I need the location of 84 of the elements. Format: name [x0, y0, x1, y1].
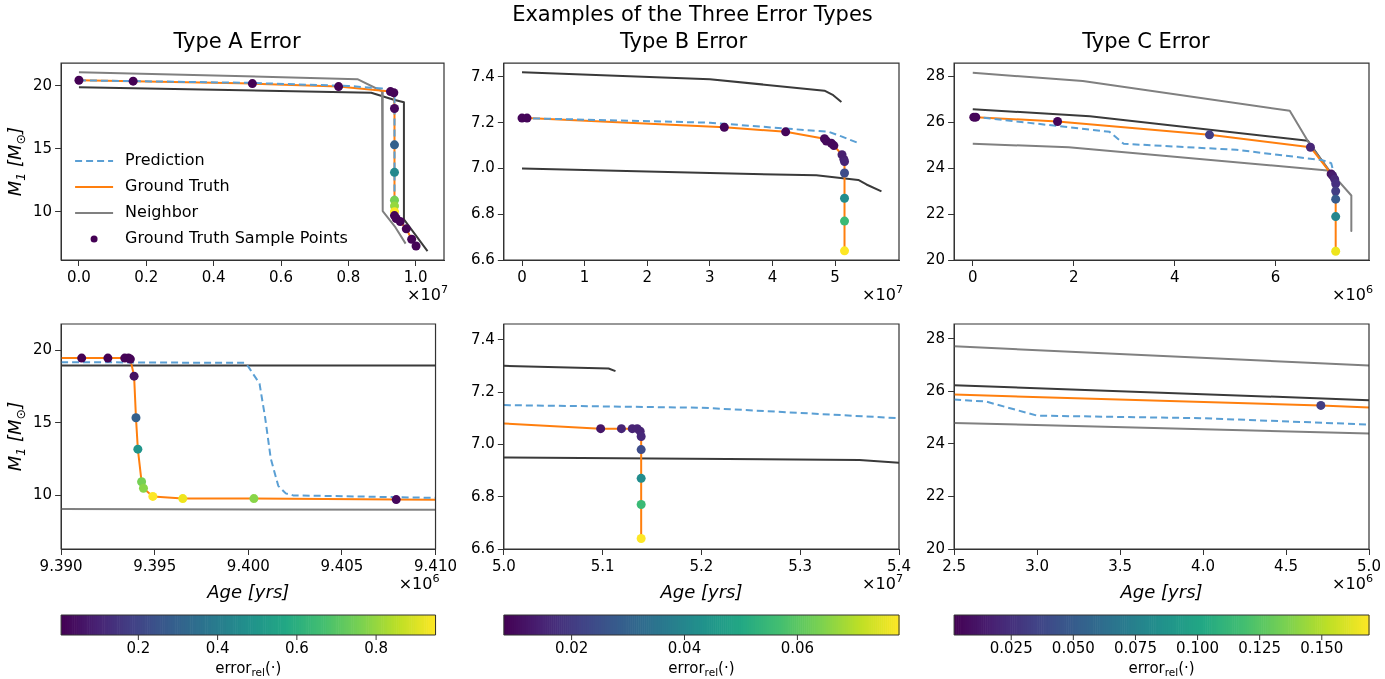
- color-bar-label: 0.075: [1113, 638, 1157, 657]
- color-bar-label: 0.6: [284, 638, 309, 657]
- y-tick-label: 15: [32, 138, 53, 157]
- x-tick-label: 5.3: [788, 556, 813, 575]
- x-tick-label: 3.0: [1025, 556, 1049, 575]
- x-tick-label: 4: [1169, 267, 1180, 286]
- legend-label: Prediction: [125, 150, 205, 170]
- color-bar-label: 0.125: [1238, 638, 1282, 657]
- y-tick-label: 6.6: [471, 538, 495, 557]
- y-tick-label: 7.4: [471, 329, 495, 348]
- y-tick-label: 28: [925, 66, 946, 85]
- y-tick-label: 24: [925, 433, 946, 452]
- y-tick-label: 22: [925, 203, 946, 222]
- x-tick-label: 5.0: [1357, 556, 1381, 575]
- y-tick-label: 26: [925, 381, 946, 400]
- x-tick-label: 4.0: [1191, 556, 1215, 575]
- color-bar-label: 0.150: [1300, 638, 1344, 657]
- y-tick-label: 7.4: [471, 66, 495, 85]
- y-tick-label: 10: [32, 201, 53, 220]
- legend-label: Ground Truth Sample Points: [125, 228, 348, 248]
- x-axis-title: Age [yrs]: [206, 580, 290, 602]
- x-tick-label: 9.390: [39, 556, 83, 575]
- x-tick-label: 0.8: [336, 267, 361, 286]
- x-tick-label: 0.2: [134, 267, 159, 286]
- x-tick-label: 0.4: [201, 267, 226, 286]
- text: Examples of the Three Error Types: [511, 2, 874, 26]
- x-tick-label: 9.395: [133, 556, 177, 575]
- chart-title: Type C Error: [1081, 29, 1211, 54]
- x-tick-label: 5.4: [887, 556, 911, 575]
- x-tick-label: 3: [705, 267, 715, 286]
- legend-label: Ground Truth: [125, 176, 230, 196]
- x-tick-label: 5.1: [590, 556, 615, 575]
- y-tick-label: 15: [32, 412, 53, 431]
- y-tick-label: 7.2: [471, 381, 495, 400]
- x-tick-label: 4.5: [1274, 556, 1298, 575]
- y-tick-label: 24: [925, 158, 946, 177]
- y-tick-label: 7.0: [471, 158, 495, 177]
- x-tick-label: 5.0: [491, 556, 516, 575]
- x-tick-label: 1.0: [403, 267, 428, 286]
- x-tick-label: 9.405: [320, 556, 364, 575]
- x-tick-label: 2.5: [942, 556, 967, 575]
- y-tick-label: 20: [925, 538, 946, 557]
- y-tick-label: 10: [32, 484, 53, 503]
- x-tick-label: 0: [517, 267, 527, 286]
- color-bar-label: 0.2: [126, 638, 151, 657]
- y-tick-label: 20: [32, 75, 53, 94]
- color-bar-label: 0.025: [989, 638, 1033, 657]
- x-tick-label: 1: [579, 267, 590, 286]
- color-bar-label: 0.06: [780, 638, 815, 657]
- y-tick-label: 20: [32, 340, 53, 359]
- x-tick-label: 5: [830, 267, 840, 286]
- x-tick-label: 2: [642, 267, 653, 286]
- y-tick-label: 26: [925, 112, 946, 131]
- x-tick-label: 2: [1068, 267, 1079, 286]
- x-tick-label: 0.0: [67, 267, 91, 286]
- chart-title: Type B Error: [618, 29, 748, 54]
- legend-label: Neighbor: [125, 202, 199, 222]
- x-tick-label: 6: [1270, 267, 1281, 286]
- y-tick-label: 6.8: [471, 486, 495, 505]
- x-tick-label: 5.2: [689, 556, 714, 575]
- y-tick-label: 28: [925, 328, 946, 347]
- y-tick-label: 20: [925, 249, 946, 268]
- y-tick-label: 6.8: [471, 204, 495, 223]
- color-bar-label: 0.100: [1176, 638, 1220, 657]
- y-tick-label: 6.6: [471, 249, 495, 268]
- x-tick-label: 0: [967, 267, 978, 286]
- color-bar-label: 0.04: [667, 638, 702, 657]
- y-tick-label: 22: [925, 486, 946, 505]
- color-bar-label: 0.050: [1051, 638, 1095, 657]
- chart-title: Type A Error: [172, 29, 301, 54]
- y-tick-label: 7.2: [471, 112, 495, 131]
- color-bar-label: 0.02: [554, 638, 589, 657]
- x-tick-label: 4: [767, 267, 778, 286]
- x-tick-label: 3.5: [1108, 556, 1132, 575]
- x-tick-label: 9.400: [226, 556, 270, 575]
- x-axis-title: Age [yrs]: [659, 580, 743, 602]
- x-tick-label: 9.410: [414, 556, 458, 575]
- y-axis-title: M1 [M⊙]: [3, 126, 28, 197]
- color-bar-label: 0.4: [205, 638, 230, 657]
- x-tick-label: 0.6: [269, 267, 293, 286]
- y-axis-title: M1 [M⊙]: [3, 401, 28, 472]
- color-bar-label: 0.8: [364, 638, 389, 657]
- x-axis-title: Age [yrs]: [1119, 580, 1203, 602]
- y-tick-label: 7.0: [471, 434, 495, 453]
